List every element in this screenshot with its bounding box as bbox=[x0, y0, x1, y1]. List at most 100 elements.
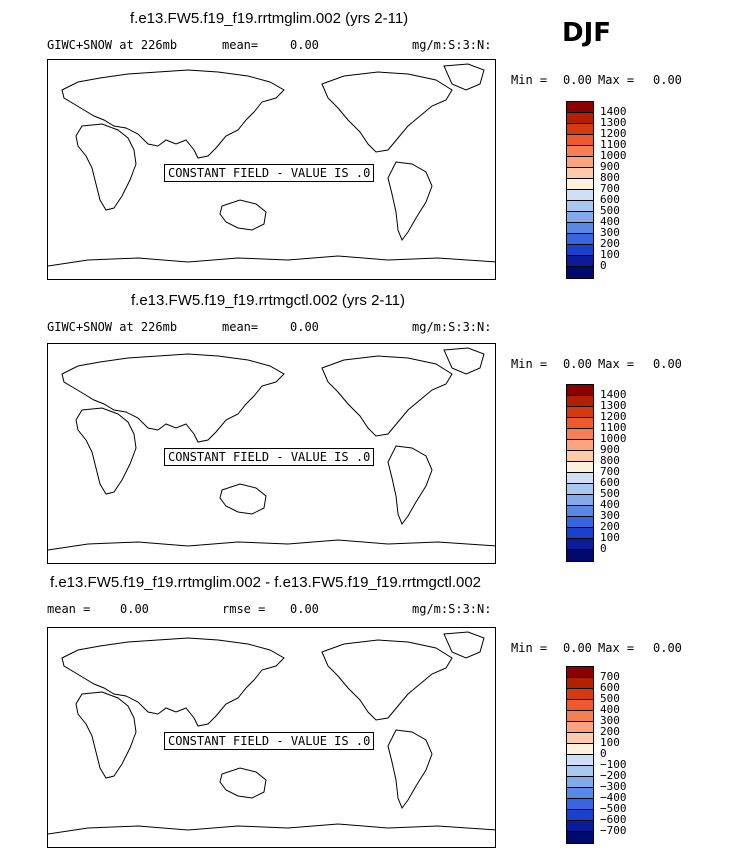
coastline-path bbox=[387, 729, 433, 810]
colorbar-swatch bbox=[567, 451, 593, 462]
panel2-constant-field-label: CONSTANT FIELD - VALUE IS .0 bbox=[164, 448, 375, 466]
colorbar-tick-label: 1000 bbox=[600, 432, 627, 445]
colorbar-swatch bbox=[567, 179, 593, 190]
colorbar-tick-label: 1200 bbox=[600, 410, 627, 423]
colorbar-tick-label: 100 bbox=[600, 736, 620, 749]
panel3-min-value: 0.00 bbox=[563, 641, 592, 655]
colorbar-swatch bbox=[567, 810, 593, 821]
colorbar-tick-label: 1100 bbox=[600, 138, 627, 151]
panel3-mean-value: 0.00 bbox=[120, 602, 149, 616]
panel3-min-label: Min = bbox=[511, 641, 548, 655]
colorbar-swatch bbox=[567, 777, 593, 788]
colorbar-swatch bbox=[567, 135, 593, 146]
colorbar-tick-label: 0 bbox=[600, 747, 607, 760]
colorbar-tick-label: 200 bbox=[600, 725, 620, 738]
colorbar-swatch bbox=[567, 385, 593, 396]
colorbar-swatch bbox=[567, 744, 593, 755]
colorbar-swatch bbox=[567, 678, 593, 689]
panel3-coastline bbox=[48, 631, 495, 835]
panel3-max-value: 0.00 bbox=[653, 641, 682, 655]
colorbar-tick-label: 500 bbox=[600, 204, 620, 217]
colorbar-tick-label: 300 bbox=[600, 714, 620, 727]
colorbar-swatch bbox=[567, 146, 593, 157]
colorbar-tick-label: 500 bbox=[600, 487, 620, 500]
colorbar-tick-label: 500 bbox=[600, 692, 620, 705]
colorbar-tick-label: 200 bbox=[600, 237, 620, 250]
coastline-path bbox=[443, 631, 485, 659]
colorbar-swatch bbox=[567, 102, 593, 113]
panel1-units: mg/m:S:3:N: bbox=[412, 38, 492, 52]
colorbar-swatch bbox=[567, 733, 593, 744]
colorbar-tick-label: 0 bbox=[600, 542, 607, 555]
colorbar-swatch bbox=[567, 440, 593, 451]
colorbar-tick-label: 700 bbox=[600, 182, 620, 195]
panel3-constant-field-label: CONSTANT FIELD - VALUE IS .0 bbox=[164, 732, 375, 750]
colorbar-tick-label: −300 bbox=[600, 780, 627, 793]
coastline-path bbox=[321, 355, 453, 437]
colorbar-swatch bbox=[567, 700, 593, 711]
colorbar-swatch bbox=[567, 267, 593, 278]
colorbar-swatch bbox=[567, 113, 593, 124]
colorbar-swatch bbox=[567, 473, 593, 484]
colorbar-tick-label: 800 bbox=[600, 171, 620, 184]
colorbar-swatch bbox=[567, 550, 593, 561]
colorbar-tick-label: −600 bbox=[600, 813, 627, 826]
coastline-path bbox=[48, 823, 495, 835]
colorbar-swatch bbox=[567, 711, 593, 722]
panel3-colorbar bbox=[566, 666, 594, 844]
colorbar-swatch bbox=[567, 528, 593, 539]
colorbar-tick-label: −500 bbox=[600, 802, 627, 815]
colorbar-swatch bbox=[567, 256, 593, 267]
coastline-path bbox=[321, 639, 453, 721]
colorbar-tick-label: 100 bbox=[600, 531, 620, 544]
panel2-max-label: Max = bbox=[598, 357, 635, 371]
colorbar-tick-label: 0 bbox=[600, 259, 607, 272]
colorbar-tick-label: 700 bbox=[600, 465, 620, 478]
colorbar-swatch bbox=[567, 234, 593, 245]
panel1-constant-field-label: CONSTANT FIELD - VALUE IS .0 bbox=[164, 164, 375, 182]
colorbar-swatch bbox=[567, 462, 593, 473]
colorbar-tick-label: 1100 bbox=[600, 421, 627, 434]
panel2-max-value: 0.00 bbox=[653, 357, 682, 371]
panel2-min-value: 0.00 bbox=[563, 357, 592, 371]
colorbar-swatch bbox=[567, 788, 593, 799]
colorbar-tick-label: −700 bbox=[600, 824, 627, 837]
colorbar-swatch bbox=[567, 396, 593, 407]
colorbar-tick-label: 600 bbox=[600, 681, 620, 694]
colorbar-tick-label: 800 bbox=[600, 454, 620, 467]
panel1-min-label: Min = bbox=[511, 73, 548, 87]
colorbar-swatch bbox=[567, 168, 593, 179]
colorbar-swatch bbox=[567, 799, 593, 810]
panel1-min-value: 0.00 bbox=[563, 73, 592, 87]
colorbar-tick-label: 600 bbox=[600, 193, 620, 206]
colorbar-swatch bbox=[567, 667, 593, 678]
season-label: DJF bbox=[562, 18, 612, 48]
colorbar-swatch bbox=[567, 539, 593, 550]
colorbar-tick-label: 600 bbox=[600, 476, 620, 489]
panel1-coastline bbox=[48, 63, 495, 267]
colorbar-swatch bbox=[567, 689, 593, 700]
panel1-max-label: Max = bbox=[598, 73, 635, 87]
panel3-rmse-label: rmse = bbox=[222, 602, 266, 616]
colorbar-tick-label: −200 bbox=[600, 769, 627, 782]
colorbar-swatch bbox=[567, 722, 593, 733]
coastline-path bbox=[321, 71, 453, 153]
colorbar-tick-label: 1400 bbox=[600, 388, 627, 401]
panel3-mean-label: mean = bbox=[47, 602, 91, 616]
colorbar-swatch bbox=[567, 201, 593, 212]
coastline-path bbox=[61, 637, 285, 727]
colorbar-tick-label: −400 bbox=[600, 791, 627, 804]
colorbar-tick-label: 1400 bbox=[600, 105, 627, 118]
colorbar-tick-label: 1300 bbox=[600, 399, 627, 412]
panel3-map: CONSTANT FIELD - VALUE IS .0 bbox=[47, 627, 496, 848]
colorbar-swatch bbox=[567, 755, 593, 766]
coastline-path bbox=[75, 691, 137, 779]
colorbar-tick-label: 200 bbox=[600, 520, 620, 533]
colorbar-swatch bbox=[567, 223, 593, 234]
colorbar-tick-label: 100 bbox=[600, 248, 620, 261]
colorbar-tick-label: 900 bbox=[600, 160, 620, 173]
colorbar-tick-label: 1300 bbox=[600, 116, 627, 129]
panel1-title: f.e13.FW5.f19_f19.rrtmglim.002 (yrs 2-11… bbox=[130, 10, 409, 27]
panel3-rmse-value: 0.00 bbox=[290, 602, 319, 616]
colorbar-swatch bbox=[567, 245, 593, 256]
